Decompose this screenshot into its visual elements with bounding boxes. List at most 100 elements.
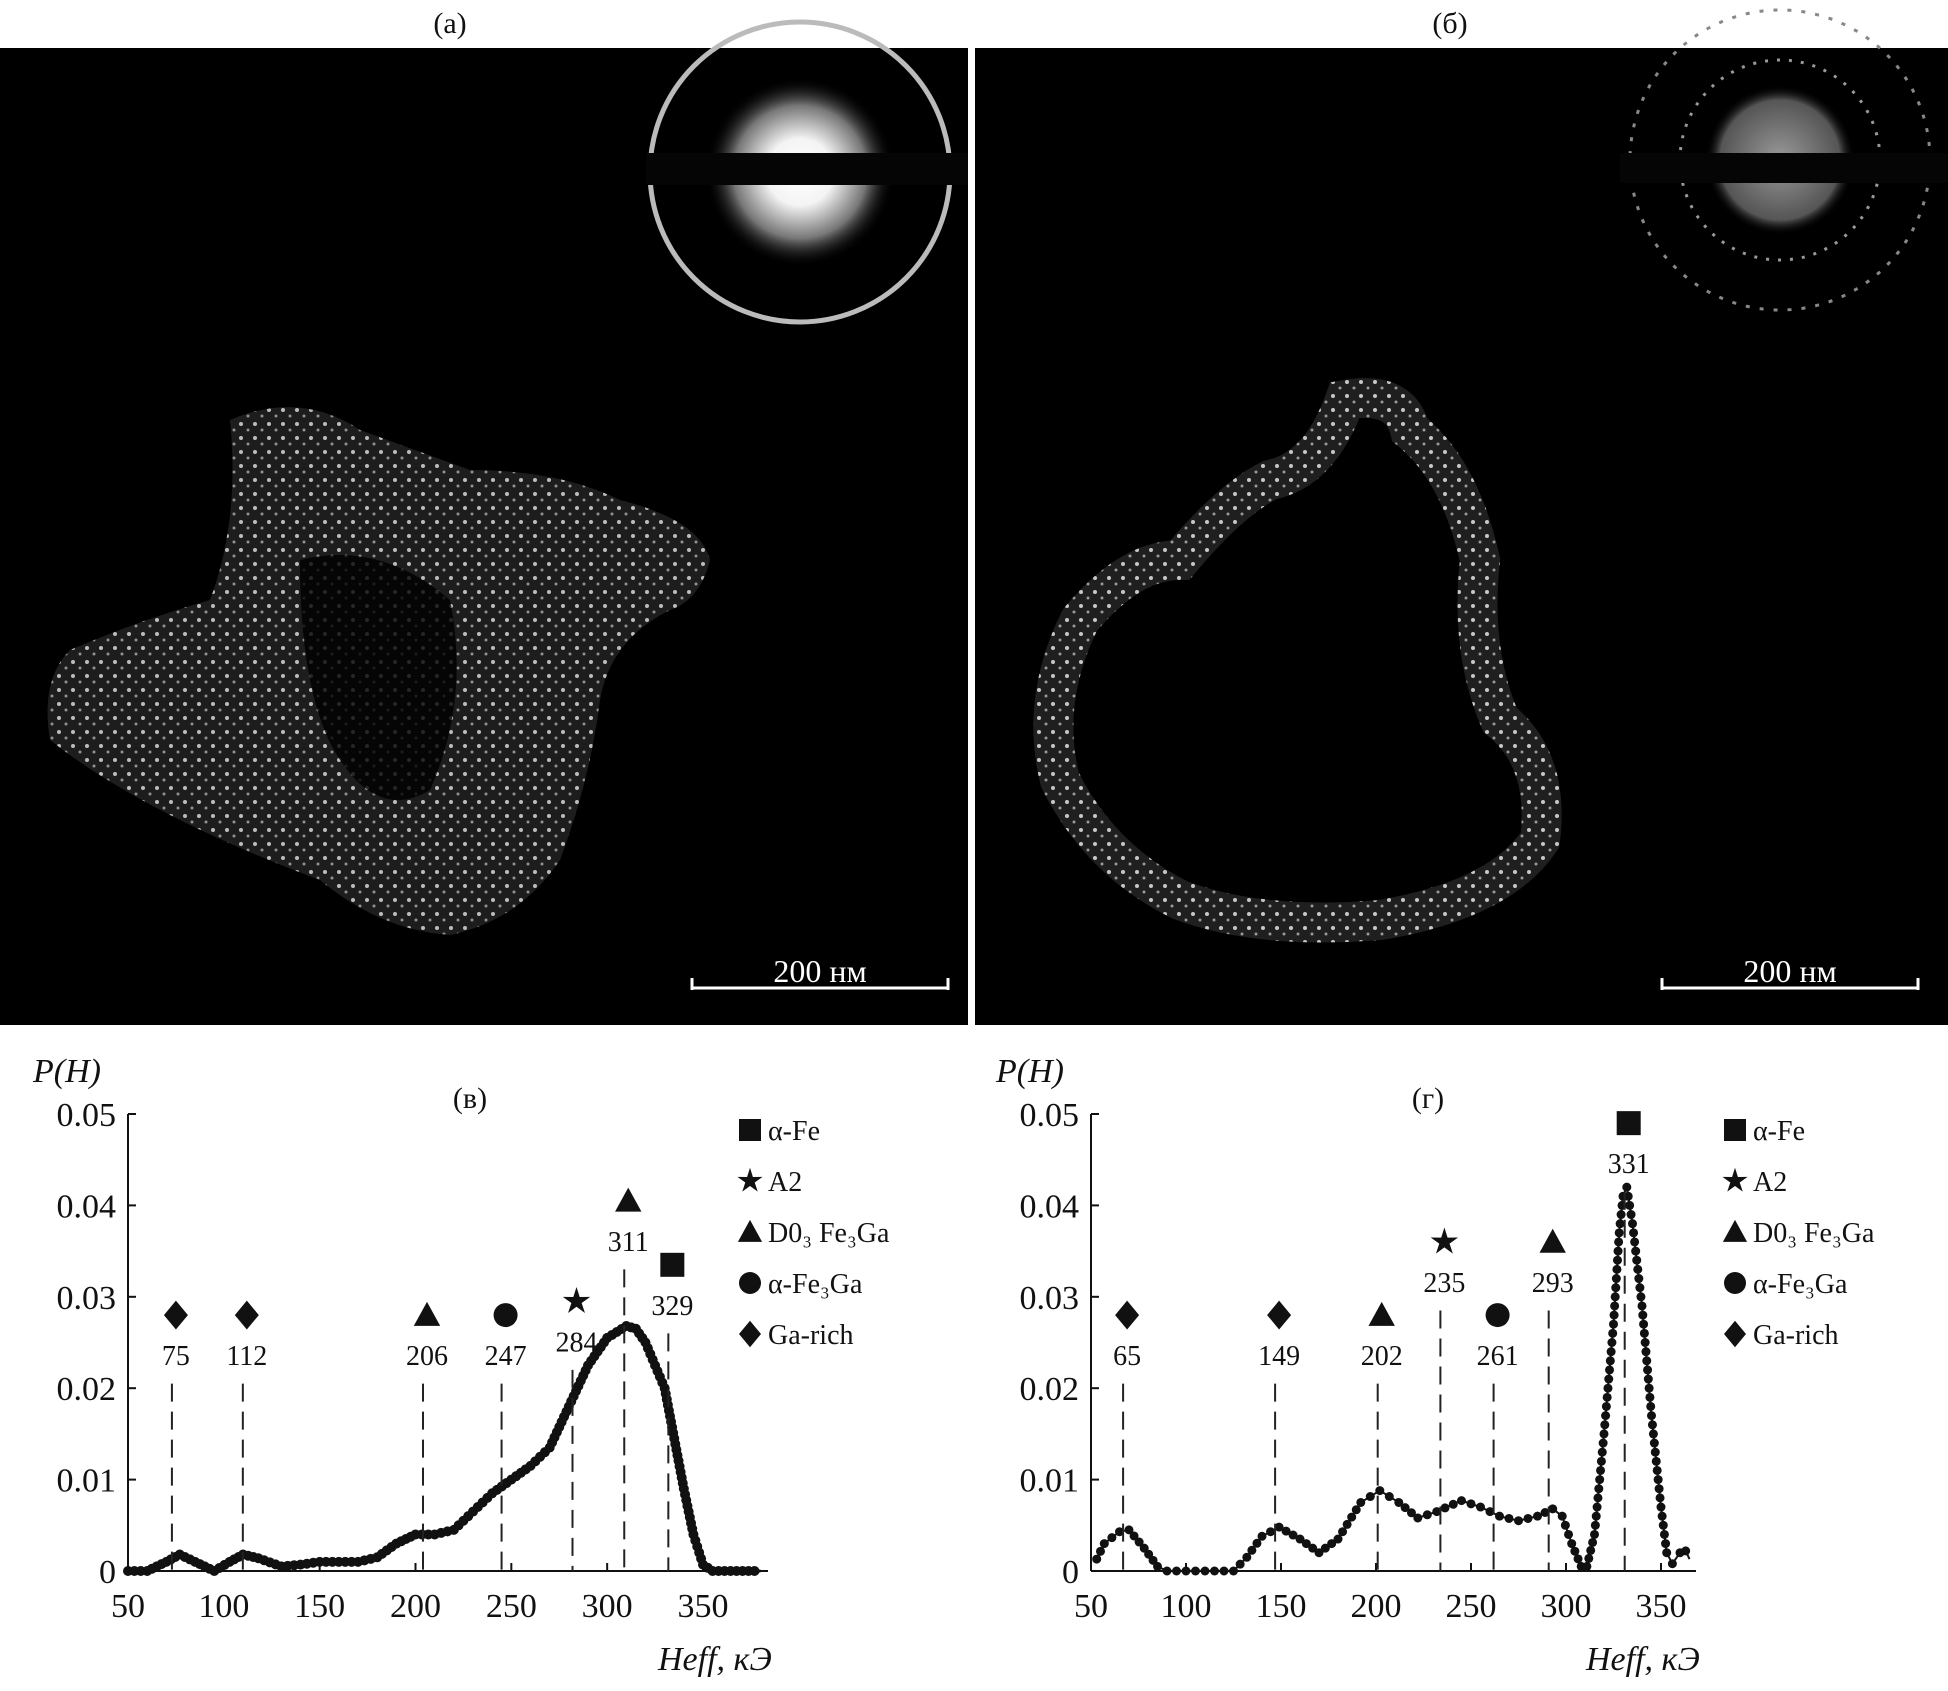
- data-point: [1603, 1383, 1613, 1393]
- data-point: [1612, 1264, 1622, 1274]
- y-tick-label: 0.01: [1020, 1463, 1080, 1500]
- data-point: [1649, 1438, 1659, 1448]
- particle-b: [1033, 378, 1562, 943]
- data-point: [1448, 1499, 1458, 1509]
- data-point: [1301, 1539, 1311, 1549]
- annotation-marker-square: [660, 1252, 685, 1277]
- data-point: [1476, 1502, 1485, 1512]
- diffraction-inset-b: [1620, 8, 1948, 373]
- data-line: [1095, 1183, 1691, 1572]
- data-point: [1342, 1519, 1352, 1529]
- data-point: [1533, 1511, 1542, 1521]
- legend-marker-star: [737, 1167, 763, 1192]
- annotation-label: 65: [1113, 1341, 1141, 1372]
- data-point: [1333, 1534, 1343, 1544]
- chart-v: 0 0.01 0.02 0.03 0.04 0.05 50 100 150 200 250 300 35…: [32, 1053, 890, 1678]
- data-point: [1210, 1566, 1219, 1576]
- data-point: [1681, 1546, 1691, 1556]
- panel-label-b: (б): [1432, 7, 1467, 40]
- annotation-marker-diamond: [1267, 1300, 1292, 1330]
- data-point: [1281, 1526, 1291, 1536]
- data-point: [1153, 1561, 1162, 1571]
- data-point: [1314, 1548, 1324, 1558]
- annotation-label: 235: [1423, 1268, 1465, 1299]
- data-point: [1609, 1319, 1618, 1329]
- x-tick-label: 150: [1256, 1588, 1307, 1625]
- annotation-label: 261: [1477, 1341, 1519, 1372]
- data-point: [1606, 1347, 1616, 1357]
- data-point: [1599, 1429, 1609, 1439]
- legend-marker-triangle: [1722, 1219, 1748, 1242]
- data-point: [1596, 1465, 1606, 1475]
- data-point: [1422, 1510, 1432, 1520]
- data-point: [1295, 1534, 1305, 1544]
- scale-bar-b: 200 нм: [1660, 953, 1920, 990]
- data-point: [1457, 1496, 1466, 1506]
- data-point: [1242, 1552, 1252, 1562]
- data-point: [1598, 1438, 1608, 1448]
- data-point: [1639, 1319, 1649, 1329]
- data-point: [1601, 1401, 1611, 1411]
- data-point: [1485, 1507, 1495, 1517]
- legend-label: A2: [768, 1167, 802, 1198]
- x-tick-label: 100: [198, 1588, 249, 1625]
- data-point: [1647, 1420, 1657, 1430]
- data-point: [1365, 1492, 1375, 1502]
- data-point: [1595, 1475, 1605, 1485]
- data-point: [1591, 1511, 1601, 1521]
- data-point: [1632, 1255, 1642, 1265]
- data-point: [1652, 1465, 1662, 1475]
- annotation-label: 311: [608, 1227, 649, 1258]
- annotation-marker-triangle: [615, 1187, 642, 1212]
- data-point: [1548, 1504, 1558, 1514]
- data-point: [1614, 1228, 1624, 1238]
- data-point: [1567, 1539, 1577, 1549]
- legend-label: Ga-rich: [1753, 1320, 1839, 1351]
- annotation-marker-triangle: [413, 1301, 441, 1326]
- data-point: [1564, 1529, 1574, 1539]
- data-point: [1320, 1543, 1330, 1553]
- data-point: [1614, 1237, 1624, 1247]
- data-point: [1584, 1553, 1594, 1563]
- data-point: [1633, 1264, 1643, 1274]
- data-point: [1308, 1543, 1318, 1553]
- data-point: [1134, 1537, 1144, 1547]
- x-axis-label: Heff, кЭ: [657, 1641, 772, 1678]
- data-point: [1124, 1525, 1134, 1535]
- data-point: [1229, 1566, 1238, 1576]
- data-point: [1235, 1559, 1245, 1569]
- data-point: [1626, 1210, 1636, 1220]
- x-tick-label: 50: [111, 1588, 145, 1625]
- data-point: [1629, 1228, 1639, 1238]
- data-point: [1413, 1513, 1423, 1523]
- y-axis-label: P(H): [32, 1053, 101, 1090]
- data-point: [1219, 1566, 1229, 1576]
- scale-bar-label-b: 200 нм: [1743, 953, 1836, 989]
- data-point: [1612, 1255, 1622, 1265]
- data-point: [1667, 1559, 1677, 1569]
- data-point: [1096, 1546, 1105, 1556]
- data-point: [1570, 1546, 1580, 1556]
- y-tick-label: 0.04: [57, 1188, 117, 1225]
- data-point: [1181, 1566, 1191, 1576]
- data-point: [1432, 1507, 1442, 1517]
- legend-marker-circle: [1724, 1272, 1746, 1294]
- data-point: [1594, 1484, 1604, 1494]
- data-point: [1586, 1545, 1596, 1555]
- data-point: [1274, 1522, 1284, 1532]
- data-point: [1631, 1246, 1641, 1256]
- data-point: [1351, 1505, 1361, 1515]
- data-point: [1655, 1493, 1665, 1503]
- y-tick-label: 0.05: [57, 1097, 117, 1134]
- data-point: [1327, 1539, 1337, 1549]
- legend-marker-triangle: [737, 1219, 763, 1242]
- legend-label: α-Fe: [1753, 1116, 1805, 1147]
- data-point: [1636, 1292, 1646, 1302]
- data-point: [1645, 1392, 1655, 1402]
- annotation-marker-square: [1616, 1111, 1641, 1136]
- data-point: [1643, 1365, 1653, 1375]
- data-point: [1092, 1554, 1102, 1564]
- chart-panel-label: (г): [1412, 1082, 1444, 1115]
- annotation-label: 293: [1532, 1268, 1574, 1299]
